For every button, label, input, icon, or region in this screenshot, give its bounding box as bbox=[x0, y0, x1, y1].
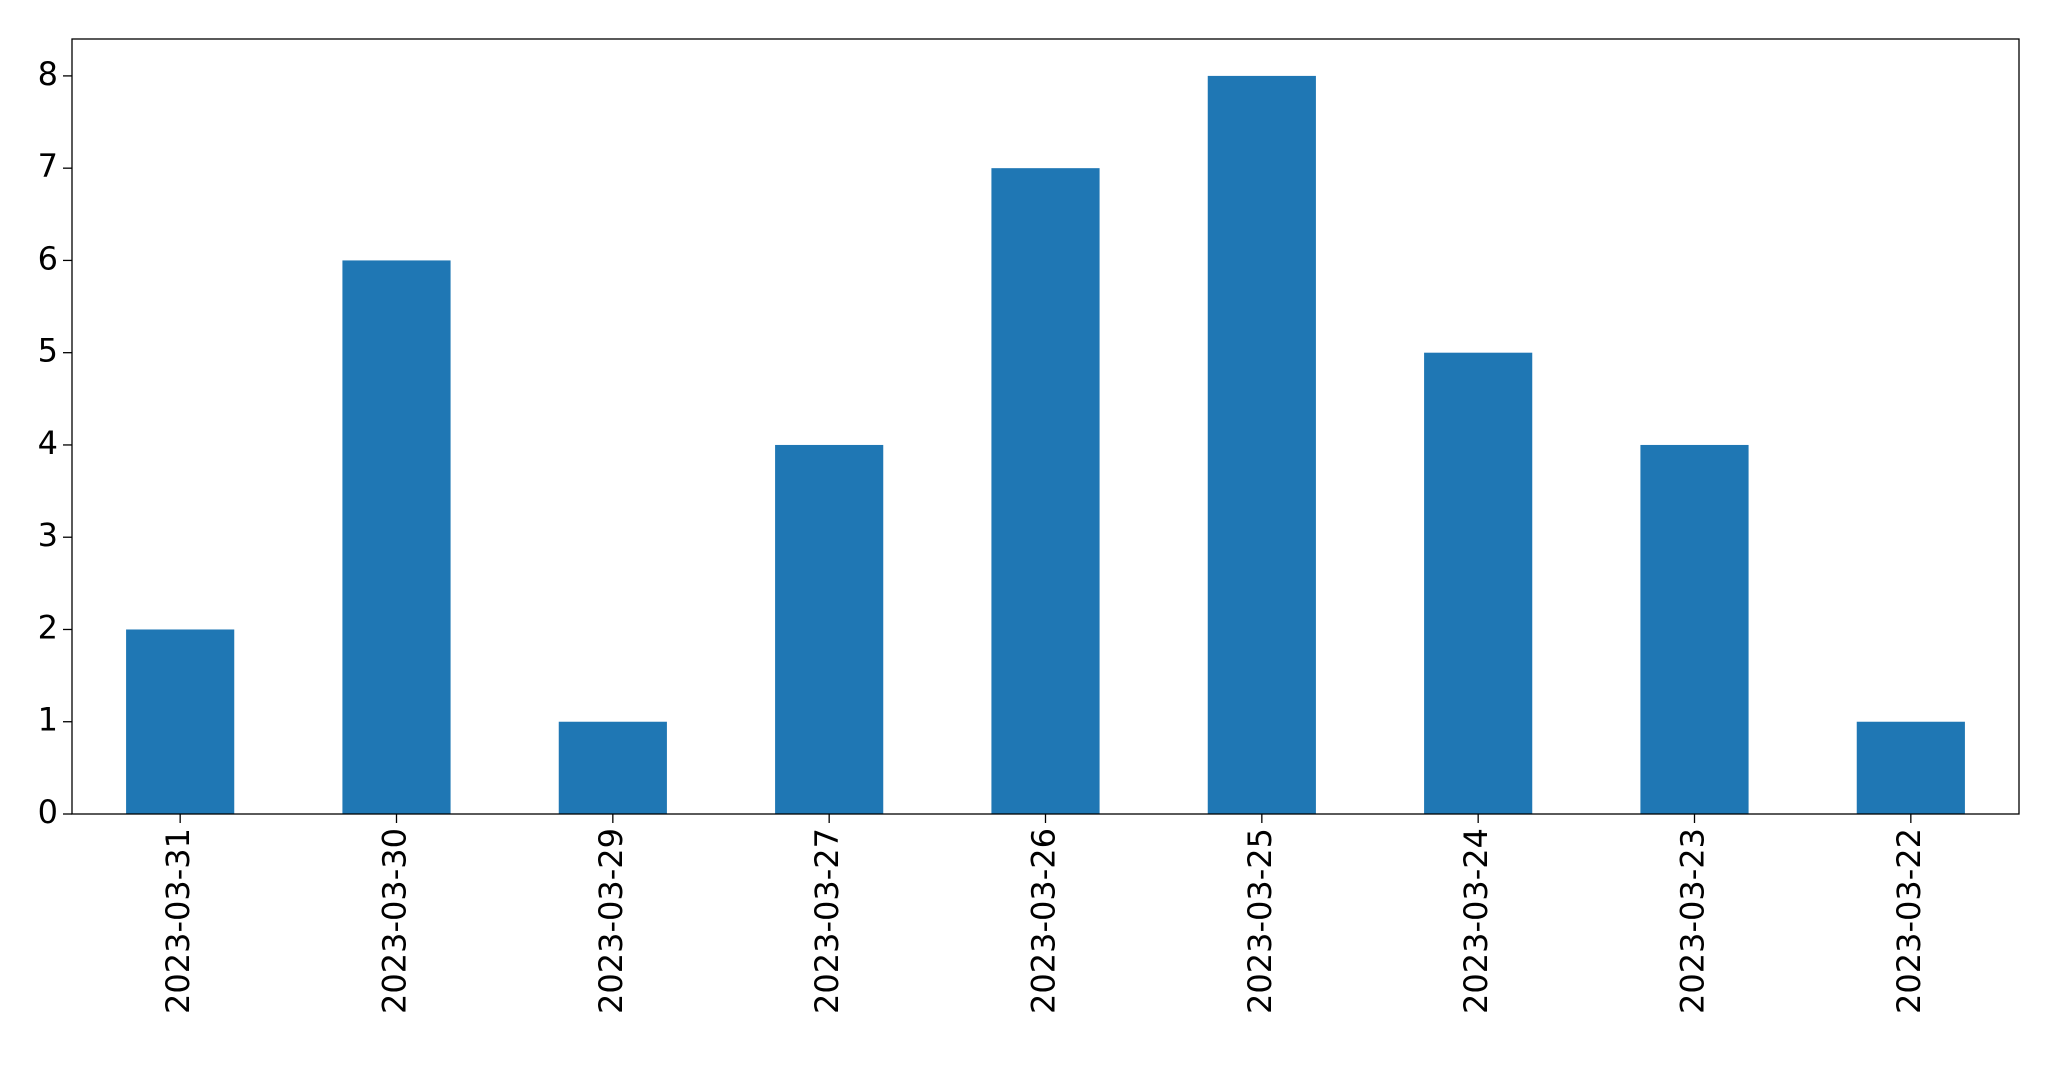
x-tick-label: 2023-03-23 bbox=[1674, 828, 1712, 1014]
y-tick-label: 2 bbox=[38, 608, 58, 646]
x-tick-label: 2023-03-24 bbox=[1457, 828, 1495, 1014]
bar bbox=[558, 721, 667, 814]
y-tick-label: 6 bbox=[38, 239, 58, 277]
x-tick-label: 2023-03-30 bbox=[376, 828, 414, 1014]
y-tick-label: 5 bbox=[38, 332, 58, 370]
x-tick-label: 2023-03-25 bbox=[1241, 828, 1279, 1014]
bar bbox=[1856, 721, 1965, 814]
x-tick-label: 2023-03-31 bbox=[159, 828, 197, 1014]
y-tick-label: 7 bbox=[38, 147, 58, 185]
x-tick-label: 2023-03-27 bbox=[808, 828, 846, 1014]
x-tick-label: 2023-03-29 bbox=[592, 828, 630, 1014]
plot-frame bbox=[71, 38, 2020, 815]
y-tick-label: 3 bbox=[38, 516, 58, 554]
bar bbox=[1640, 444, 1749, 814]
bar bbox=[1424, 352, 1533, 814]
y-tick-label: 0 bbox=[38, 793, 58, 831]
bar bbox=[775, 444, 884, 814]
bar bbox=[1207, 75, 1316, 814]
bar bbox=[991, 168, 1100, 814]
y-tick-label: 8 bbox=[38, 55, 58, 93]
bar bbox=[342, 260, 451, 814]
y-tick-label: 1 bbox=[38, 701, 58, 739]
bar bbox=[126, 629, 235, 814]
x-tick-label: 2023-03-26 bbox=[1025, 828, 1063, 1014]
x-tick-label: 2023-03-22 bbox=[1890, 828, 1928, 1014]
y-tick-label: 4 bbox=[38, 424, 58, 462]
